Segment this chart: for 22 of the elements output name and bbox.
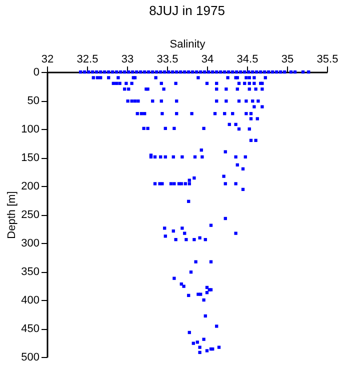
y-tick-label: 50 [27,95,40,107]
x-axis-title: Salinity [170,38,206,50]
y-tick-label: 400 [21,294,40,306]
y-tick-label: 250 [21,209,40,221]
y-tick-label: 300 [21,238,40,250]
x-tick-label: 34 [201,54,214,66]
x-tick-label: 32 [41,54,54,66]
x-tick-label: 33 [121,54,134,66]
x-tick-label: 35.5 [316,54,338,66]
y-axis-title: Depth [m] [6,191,18,239]
y-tick-label: 350 [21,266,40,278]
x-tick-label: 32.5 [76,54,98,66]
y-tick-label: 450 [21,323,40,335]
y-tick-label: 100 [21,124,40,136]
chart-title: 8JUJ in 1975 [149,3,225,18]
y-tick-label: 200 [21,180,40,192]
x-tick-label: 34.5 [236,54,258,66]
y-tick-label: 500 [21,352,40,364]
y-tick-label: 150 [21,152,40,164]
x-tick-label: 33.5 [156,54,178,66]
x-tick-label: 35 [281,54,294,66]
y-tick-label: 0 [33,66,40,78]
